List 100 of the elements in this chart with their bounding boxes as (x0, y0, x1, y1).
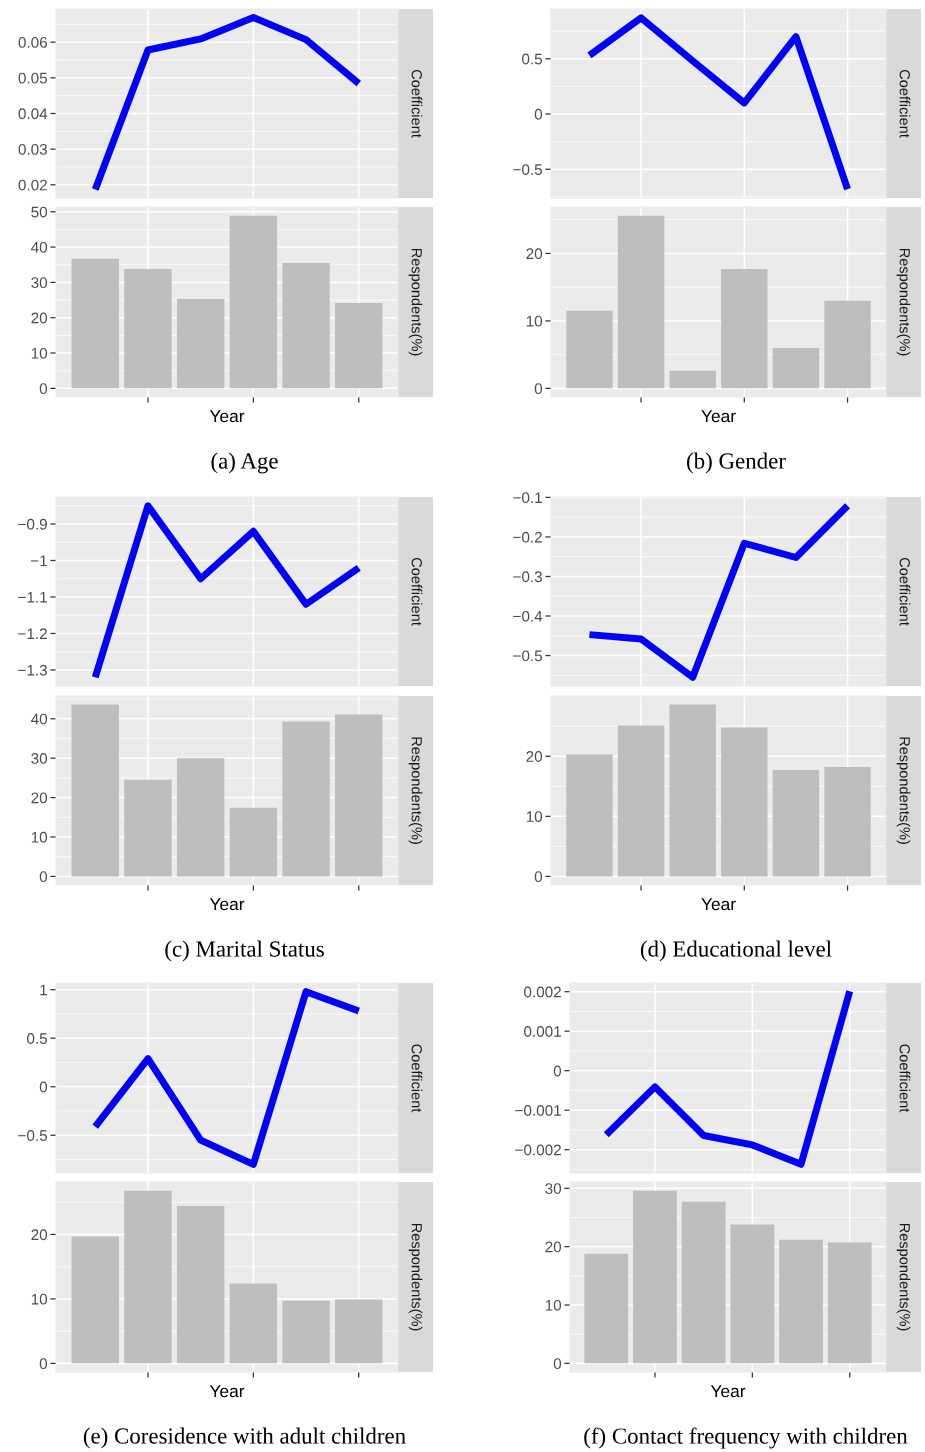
y-axis-title: Coefficient (899, 69, 911, 138)
x-axis-title: Year (701, 410, 736, 423)
y-tick-label: −0.5 (18, 1130, 48, 1141)
y-tick-label: −1.3 (18, 664, 47, 676)
y-axis-title: Respondents(%) (896, 737, 911, 844)
y-tick-label: −1.2 (18, 628, 47, 639)
y-axis-title: Coefficient (411, 69, 423, 138)
y-tick-label: 0 (39, 1081, 48, 1093)
y-tick-label: 20 (31, 312, 48, 324)
text: (f) Contact frequency with children (584, 1427, 908, 1449)
bar (772, 347, 820, 389)
y-axis-title: Coefficient (899, 1044, 911, 1113)
y-tick-label: 10 (31, 1293, 48, 1305)
bar (176, 758, 225, 877)
bar (335, 714, 383, 877)
bar (730, 1224, 775, 1364)
x-axis-title: Year (209, 898, 245, 911)
bar (229, 215, 278, 389)
bar (282, 1300, 330, 1364)
y-tick-label: 10 (526, 315, 543, 327)
y-tick-label: 0.001 (524, 1026, 561, 1037)
y-tick-label: 20 (526, 248, 543, 260)
text: (e) Coresidence with adult children (83, 1427, 406, 1449)
bar (335, 302, 383, 389)
y-tick-label: −0.3 (513, 571, 542, 583)
y-tick-label: 0 (39, 871, 48, 883)
y-axis-title: Coefficient (899, 557, 911, 626)
bar (681, 1201, 726, 1364)
bar (669, 704, 716, 877)
y-tick-label: −0.4 (513, 610, 543, 622)
y-tick-label: 40 (31, 241, 48, 253)
bar (124, 1190, 172, 1364)
y-tick-label: 0 (39, 383, 48, 395)
text: (a) Age (211, 452, 278, 474)
bar (176, 299, 225, 389)
text: (c) Marital Status (165, 940, 324, 962)
bar (335, 1299, 383, 1364)
text: (b) Gender (687, 452, 786, 474)
y-tick-label: 10 (526, 811, 543, 823)
x-axis-title: Year (710, 1385, 746, 1398)
y-tick-label: 20 (545, 1241, 562, 1253)
bar (669, 370, 716, 389)
y-tick-label: −1 (31, 555, 47, 567)
y-tick-label: 0 (534, 383, 543, 395)
bar (71, 258, 119, 389)
y-tick-label: −0.5 (513, 650, 543, 662)
y-tick-label: 20 (31, 1229, 48, 1241)
bar (124, 268, 172, 389)
y-tick-label: 10 (545, 1299, 562, 1311)
y-tick-label: 30 (545, 1183, 562, 1194)
bar (566, 310, 613, 389)
y-axis-title: Respondents(%) (896, 1223, 911, 1331)
y-axis-title: Respondents(%) (896, 248, 911, 356)
x-axis-title: Year (209, 410, 245, 423)
bar (617, 215, 665, 389)
y-tick-label: 20 (31, 792, 48, 804)
bar (176, 1206, 225, 1364)
bar (772, 770, 820, 877)
bar (824, 767, 871, 877)
bar (282, 262, 330, 389)
x-axis-title: Year (209, 1385, 245, 1398)
bar (617, 725, 665, 877)
y-tick-label: −1.1 (18, 592, 47, 603)
y-tick-label: 0.5 (27, 1033, 48, 1044)
y-tick-label: 0 (553, 1358, 562, 1370)
y-tick-label: 1 (40, 984, 47, 996)
bar (779, 1239, 823, 1364)
y-tick-label: 30 (31, 753, 48, 764)
y-axis-title: Respondents(%) (408, 1223, 423, 1331)
bar (584, 1253, 629, 1364)
bar (721, 727, 768, 877)
bar (71, 704, 119, 877)
y-tick-label: 0.03 (18, 144, 47, 155)
y-tick-label: −0.1 (513, 492, 542, 504)
bar (633, 1190, 677, 1364)
y-tick-label: −0.002 (515, 1144, 561, 1156)
y-tick-label: 0.02 (18, 179, 47, 191)
y-tick-label: −0.5 (513, 164, 543, 175)
y-tick-label: 0 (534, 871, 543, 883)
y-tick-label: 0.04 (18, 108, 48, 120)
y-tick-label: 10 (31, 831, 48, 843)
y-tick-label: −0.9 (18, 518, 47, 530)
bar (124, 779, 172, 877)
bar (229, 1283, 278, 1364)
bar (229, 807, 278, 877)
y-tick-label: 0.5 (522, 53, 543, 65)
y-tick-label: 0.002 (524, 986, 561, 998)
y-tick-label: −0.001 (515, 1105, 561, 1116)
y-axis-title: Coefficient (411, 557, 423, 626)
y-axis-title: Respondents(%) (408, 248, 423, 356)
bar (566, 754, 613, 877)
text: (d) Educational level (640, 940, 832, 962)
bar (824, 300, 871, 389)
y-axis-title: Coefficient (411, 1044, 423, 1113)
y-tick-label: 50 (31, 206, 48, 218)
bar (721, 268, 768, 389)
y-tick-label: 0.06 (18, 37, 47, 48)
bar (827, 1242, 872, 1364)
y-tick-label: 0 (534, 108, 543, 120)
y-tick-label: 0.05 (18, 72, 48, 84)
